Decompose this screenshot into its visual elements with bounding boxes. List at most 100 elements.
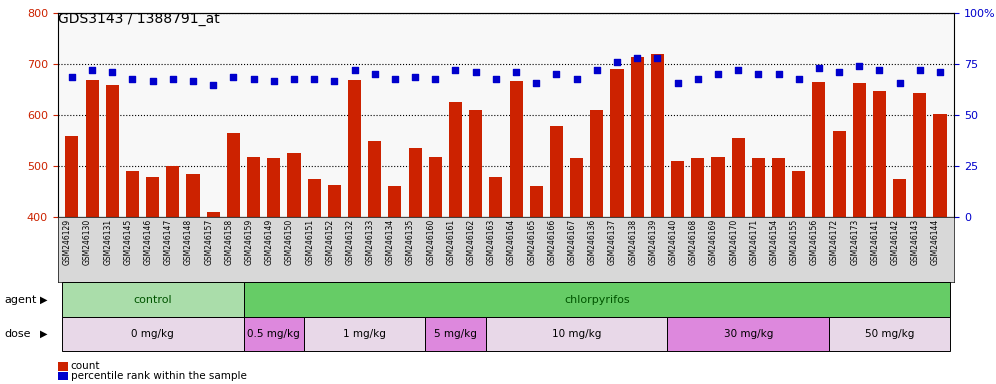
Text: GSM246163: GSM246163	[487, 219, 496, 265]
Bar	[813, 82, 826, 384]
Point	[105, 70, 121, 76]
Point	[508, 70, 524, 76]
Bar	[166, 166, 179, 384]
Bar	[591, 110, 604, 384]
Bar	[671, 161, 684, 384]
Text: GSM246149: GSM246149	[265, 219, 274, 265]
Bar	[486, 317, 667, 351]
Text: GSM246169: GSM246169	[709, 219, 718, 265]
Text: GSM246147: GSM246147	[164, 219, 173, 265]
Point	[690, 76, 706, 82]
Text: GSM246158: GSM246158	[224, 219, 233, 265]
Text: GSM246139: GSM246139	[648, 219, 657, 265]
Bar	[243, 317, 304, 351]
Text: GSM246132: GSM246132	[346, 219, 355, 265]
Point	[649, 55, 665, 61]
Text: control: control	[133, 295, 172, 305]
Point	[629, 55, 645, 61]
Point	[367, 71, 382, 78]
Text: percentile rank within the sample: percentile rank within the sample	[71, 371, 247, 381]
Text: GSM246130: GSM246130	[83, 219, 92, 265]
Text: GSM246166: GSM246166	[548, 219, 557, 265]
Bar	[872, 91, 886, 384]
Point	[852, 63, 868, 70]
Text: 1 mg/kg: 1 mg/kg	[344, 329, 386, 339]
Text: GSM246146: GSM246146	[143, 219, 152, 265]
Bar	[62, 282, 243, 317]
Point	[64, 73, 80, 79]
Bar	[288, 153, 301, 384]
Bar	[106, 84, 119, 384]
Point	[407, 73, 423, 79]
Text: GSM246160: GSM246160	[426, 219, 435, 265]
Bar	[913, 93, 926, 384]
Text: ▶: ▶	[40, 329, 48, 339]
Point	[266, 78, 282, 84]
Text: 0 mg/kg: 0 mg/kg	[131, 329, 174, 339]
Text: chlorpyrifos: chlorpyrifos	[564, 295, 629, 305]
Point	[730, 67, 746, 73]
Bar	[833, 131, 846, 384]
Text: GSM246167: GSM246167	[568, 219, 577, 265]
Text: GSM246173: GSM246173	[851, 219, 860, 265]
Text: GSM246133: GSM246133	[366, 219, 374, 265]
Bar	[348, 79, 362, 384]
Text: 50 mg/kg: 50 mg/kg	[865, 329, 914, 339]
Bar	[469, 110, 482, 384]
Bar	[489, 177, 502, 384]
Point	[306, 76, 322, 82]
Bar	[792, 171, 806, 384]
Point	[528, 79, 544, 86]
Text: GSM246135: GSM246135	[406, 219, 415, 265]
Bar	[227, 133, 240, 384]
Text: GSM246136: GSM246136	[588, 219, 597, 265]
Text: GSM246143: GSM246143	[911, 219, 920, 265]
Bar	[732, 138, 745, 384]
Bar	[388, 187, 401, 384]
Bar	[667, 317, 829, 351]
Point	[750, 71, 766, 78]
Bar	[853, 83, 866, 384]
Text: GSM246156: GSM246156	[810, 219, 819, 265]
Bar	[691, 159, 704, 384]
Point	[549, 71, 565, 78]
Text: agent: agent	[4, 295, 37, 305]
Bar	[308, 179, 321, 384]
Text: ▶: ▶	[40, 295, 48, 305]
Point	[124, 76, 140, 82]
Point	[468, 70, 484, 76]
Point	[246, 76, 262, 82]
Text: GSM246171: GSM246171	[749, 219, 758, 265]
Text: 10 mg/kg: 10 mg/kg	[552, 329, 602, 339]
Bar	[62, 317, 243, 351]
Text: dose: dose	[4, 329, 31, 339]
Bar	[125, 171, 139, 384]
Point	[387, 76, 403, 82]
Bar	[933, 114, 946, 384]
Text: GSM246164: GSM246164	[507, 219, 516, 265]
Bar	[428, 157, 442, 384]
Bar	[66, 136, 79, 384]
Bar	[611, 70, 623, 384]
Point	[710, 71, 726, 78]
Point	[669, 79, 685, 86]
Point	[891, 79, 907, 86]
Point	[912, 67, 928, 73]
Text: GSM246150: GSM246150	[285, 219, 294, 265]
Bar	[650, 54, 664, 384]
Text: GSM246159: GSM246159	[245, 219, 254, 265]
Point	[872, 67, 887, 73]
Text: GSM246142: GSM246142	[890, 219, 899, 265]
Point	[84, 67, 100, 73]
Text: GSM246137: GSM246137	[608, 219, 617, 265]
Bar	[146, 177, 159, 384]
Text: GSM246141: GSM246141	[871, 219, 879, 265]
Bar	[206, 212, 220, 384]
Text: GSM246145: GSM246145	[124, 219, 132, 265]
Text: GSM246131: GSM246131	[104, 219, 113, 265]
Bar	[772, 159, 785, 384]
Bar	[711, 157, 724, 384]
Point	[771, 71, 787, 78]
Point	[932, 70, 948, 76]
Point	[589, 67, 605, 73]
